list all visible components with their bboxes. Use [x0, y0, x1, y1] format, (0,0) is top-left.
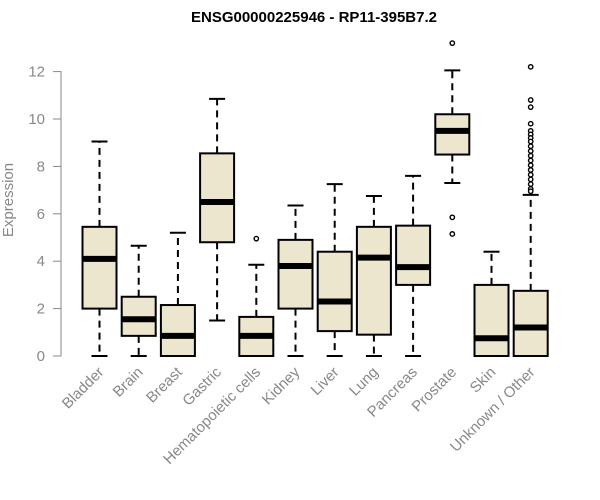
box-group — [355, 195, 392, 357]
outlier-point — [527, 171, 534, 178]
box-group — [238, 235, 275, 357]
outlier-point — [527, 63, 534, 70]
y-tick-label: 4 — [37, 253, 45, 270]
outlier-point — [527, 176, 534, 183]
y-axis-label: Expression — [0, 163, 17, 237]
box — [81, 225, 118, 310]
outlier-point — [527, 143, 534, 150]
box-group — [434, 40, 471, 237]
box — [434, 113, 471, 156]
outlier-point — [527, 181, 534, 188]
y-tick-label: 6 — [37, 206, 45, 223]
y-tick-label: 0 — [37, 348, 45, 365]
outlier-point — [527, 104, 534, 111]
outlier-point — [527, 120, 534, 127]
box — [512, 289, 549, 358]
y-tick-label: 2 — [37, 301, 45, 318]
box-group — [81, 140, 118, 357]
outlier-point — [527, 97, 534, 103]
box — [473, 283, 510, 357]
outlier-point — [527, 162, 534, 169]
box-group — [199, 97, 236, 322]
x-tick-label: Lung — [346, 364, 382, 400]
y-axis-ticks: 0 2 4 6 8 10 12 — [28, 64, 61, 365]
y-tick-label: 8 — [37, 158, 45, 175]
outlier-point — [449, 214, 456, 221]
outlier-point — [527, 188, 534, 195]
x-tick-label: Bladder — [59, 364, 108, 413]
y-tick-label: 12 — [28, 64, 45, 81]
y-tick-label: 10 — [28, 111, 45, 128]
box — [277, 238, 314, 310]
outlier-point — [527, 138, 534, 145]
outlier-point — [527, 148, 534, 154]
x-tick-label: Breast — [143, 363, 186, 406]
box-group — [395, 174, 432, 357]
box — [316, 250, 353, 333]
x-tick-label: Liver — [308, 364, 343, 399]
box — [395, 224, 432, 286]
outlier-point — [253, 235, 260, 242]
outlier-point — [527, 152, 534, 159]
x-tick-label: Kidney — [259, 363, 304, 408]
box-group — [159, 231, 196, 358]
box — [159, 304, 196, 358]
box-group — [512, 63, 549, 358]
outlier-point — [527, 157, 534, 164]
x-tick-label: Brain — [110, 364, 147, 401]
outlier-point — [449, 40, 456, 47]
box-group — [277, 204, 314, 357]
box — [355, 225, 392, 336]
box — [199, 152, 236, 244]
outlier-point — [449, 231, 456, 237]
box-group — [120, 244, 157, 357]
box-group — [473, 250, 510, 357]
x-tick-label: Skin — [467, 364, 500, 397]
chart-title: ENSG00000225946 - RP11-395B7.2 — [191, 9, 437, 26]
plot-area — [81, 40, 549, 358]
box-group — [316, 183, 353, 357]
outlier-point — [527, 167, 534, 173]
